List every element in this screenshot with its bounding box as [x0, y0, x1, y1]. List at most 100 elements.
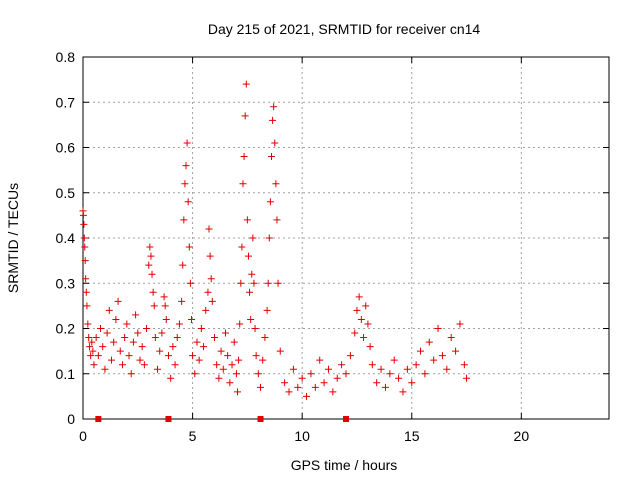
data-point [390, 356, 398, 364]
data-point [138, 343, 146, 351]
data-point [132, 311, 140, 319]
data-point [452, 347, 460, 355]
data-point [207, 275, 215, 283]
data-point [261, 334, 269, 342]
data-point [239, 180, 247, 188]
data-point [460, 361, 468, 369]
gap-marker [343, 416, 349, 422]
data-point [105, 306, 113, 314]
data-point [276, 347, 284, 355]
plot-frame [82, 56, 610, 420]
data-point [150, 302, 158, 310]
data-point [263, 306, 271, 314]
data-point [425, 338, 433, 346]
data-point [82, 275, 90, 283]
data-point [189, 352, 197, 360]
data-point [185, 243, 193, 251]
data-point [187, 315, 195, 323]
data-point [368, 361, 376, 369]
data-point [140, 361, 148, 369]
data-point [252, 352, 260, 360]
data-point [116, 347, 124, 355]
data-point [92, 334, 100, 342]
y-tick-label: 0.5 [56, 185, 76, 201]
data-point [307, 370, 315, 378]
data-point [456, 320, 464, 328]
data-point [180, 216, 188, 224]
data-point [251, 325, 259, 332]
data-point [386, 370, 394, 378]
data-point [351, 329, 359, 337]
data-point [434, 325, 442, 332]
data-point [269, 116, 277, 124]
data-point [267, 153, 275, 161]
data-point [84, 320, 92, 328]
data-point [154, 365, 162, 373]
data-point [110, 338, 118, 346]
data-point [294, 383, 302, 391]
data-point [241, 112, 249, 120]
data-point [226, 379, 234, 387]
y-tick-label: 0.8 [56, 49, 76, 65]
data-point [217, 347, 225, 355]
gap-marker [95, 416, 102, 422]
data-point [90, 361, 98, 369]
data-point [86, 343, 94, 351]
data-point [202, 306, 210, 314]
data-point [417, 347, 425, 355]
x-tick-label: 20 [514, 428, 530, 444]
data-point [259, 356, 267, 364]
data-point [364, 320, 372, 328]
data-point [430, 356, 438, 364]
data-point [381, 383, 389, 391]
data-point [158, 329, 166, 337]
data-point [250, 279, 258, 287]
data-point [237, 279, 245, 287]
data-point [162, 315, 170, 323]
data-point [136, 356, 144, 364]
data-point [242, 80, 250, 88]
data-point [125, 352, 133, 360]
data-point [266, 198, 274, 206]
data-point [97, 325, 105, 332]
x-tick-label: 10 [294, 428, 310, 444]
data-point [247, 315, 255, 323]
data-point [114, 297, 122, 305]
data-point [80, 220, 88, 228]
data-point [412, 361, 420, 369]
data-point [129, 338, 137, 346]
data-point [438, 352, 446, 360]
data-point [447, 334, 455, 342]
y-tick-label: 0 [67, 411, 75, 427]
data-point [186, 279, 194, 287]
data-point [236, 320, 244, 328]
data-point [270, 103, 278, 111]
data-point [182, 162, 190, 170]
data-point [146, 243, 154, 251]
data-point [134, 329, 142, 337]
data-point [103, 329, 111, 337]
data-point [81, 243, 89, 251]
chart-title: Day 215 of 2021, SRMTID for receiver cn1… [208, 21, 481, 37]
data-point [112, 315, 120, 323]
data-point [235, 356, 243, 364]
data-point [179, 261, 187, 269]
data-point [143, 325, 151, 332]
data-point [164, 352, 172, 360]
data-point [338, 361, 346, 369]
x-tick-label: 15 [404, 428, 420, 444]
data-point [311, 383, 319, 391]
data-point [303, 392, 311, 400]
data-point [195, 356, 203, 364]
data-point [240, 153, 248, 161]
data-point [254, 370, 262, 378]
data-point [353, 306, 361, 314]
y-axis-label: SRMTID / TECUs [5, 183, 21, 293]
data-point [320, 379, 328, 387]
data-point [298, 374, 306, 382]
data-point [80, 234, 88, 242]
data-point [89, 347, 97, 355]
data-point [183, 139, 191, 147]
data-point [191, 370, 199, 378]
data-point [160, 293, 168, 301]
